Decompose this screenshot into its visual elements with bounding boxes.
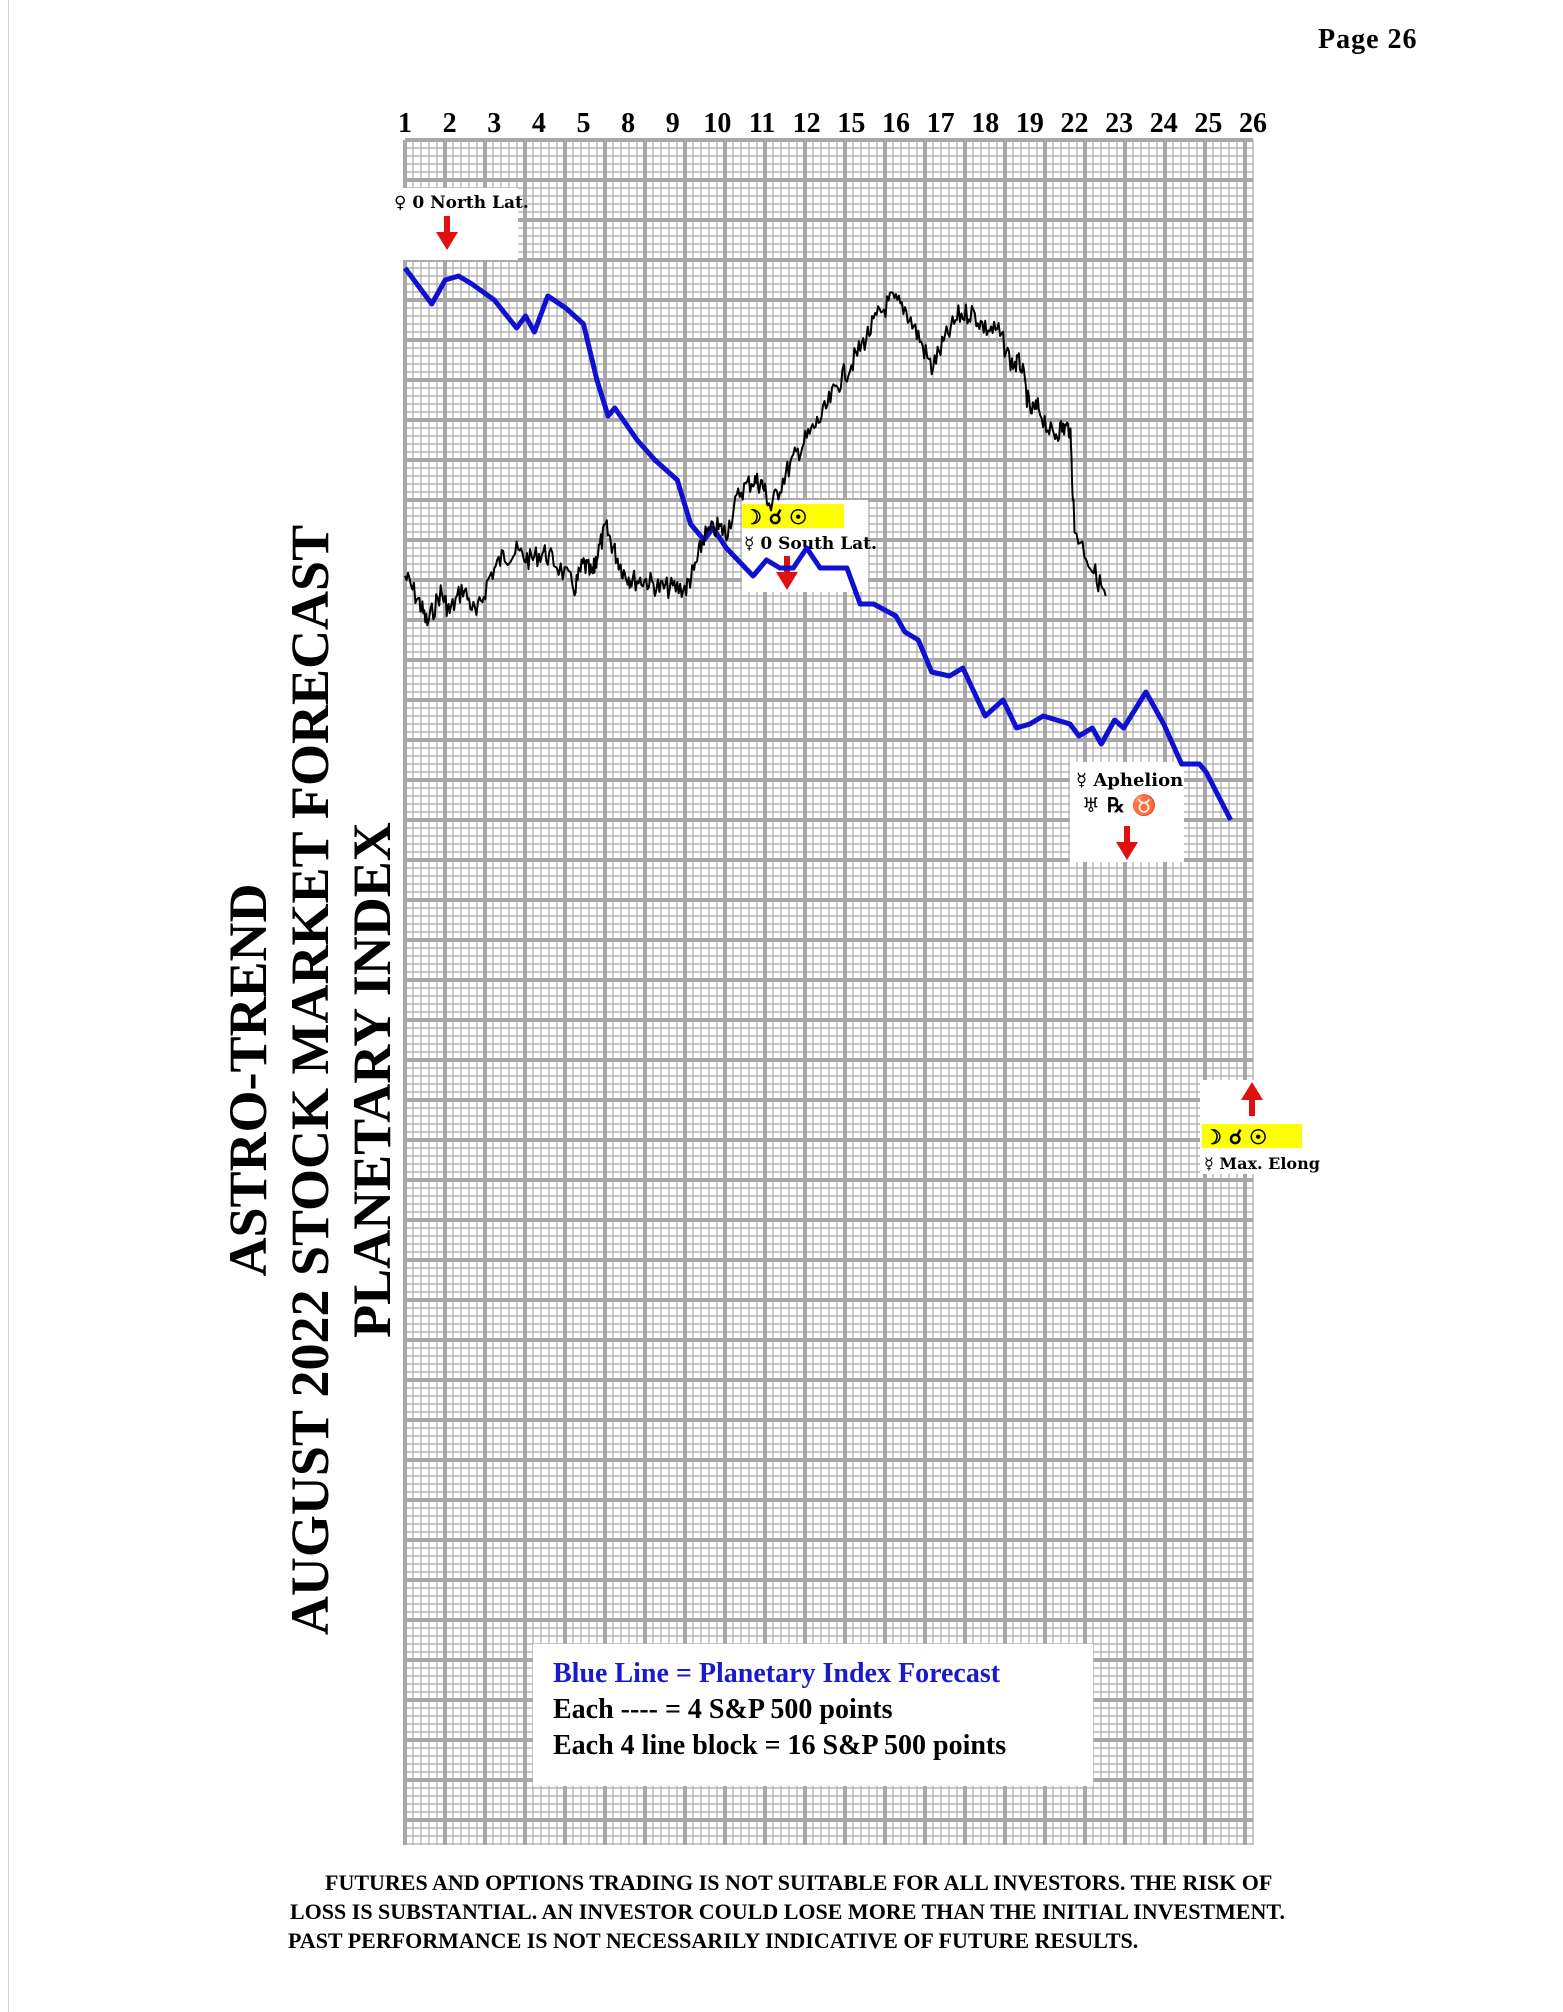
arrow-marker — [436, 216, 458, 250]
annotations: ♀ 0 North Lat. ☽ ☌ ☉ ☿ 0 South Lat. ☿ Aphel… — [392, 188, 1320, 1174]
x-tick-label: 2 — [443, 108, 457, 139]
legend-scale-block: Each 4 line block = 16 S&P 500 points — [553, 1730, 1007, 1761]
legend-forecast-label: Blue Line = Planetary Index Forecast — [553, 1658, 1001, 1689]
arrow-marker — [776, 556, 798, 590]
forecast-line — [402, 266, 1233, 822]
chart-series — [402, 266, 1233, 822]
disclaimer-line-2: LOSS IS SUBSTANTIAL. AN INVESTOR COULD L… — [290, 1899, 1285, 1924]
highlight-south-lat — [742, 504, 844, 528]
x-tick-label: 24 — [1150, 108, 1178, 139]
x-tick-label: 26 — [1239, 108, 1267, 139]
price-line — [404, 291, 1107, 627]
symbols-south-lat: ☽ ☌ ☉ — [744, 505, 807, 529]
note-south-lat: ☿ 0 South Lat. — [744, 534, 877, 554]
x-tick-label: 22 — [1060, 108, 1088, 139]
highlight-max-elong — [1202, 1124, 1302, 1148]
legend-scale-line: Each ---- = 4 S&P 500 points — [553, 1694, 893, 1725]
x-tick-label: 17 — [927, 108, 955, 139]
chart-legend: Blue Line = Planetary Index Forecast Eac… — [533, 1644, 1093, 1786]
x-tick-label: 18 — [971, 108, 999, 139]
arrow-marker — [1241, 1082, 1263, 1116]
x-tick-label: 5 — [577, 108, 591, 139]
x-tick-label: 10 — [703, 108, 731, 139]
note-max-elong: ☿ Max. Elong — [1204, 1154, 1320, 1173]
x-tick-label: 25 — [1194, 108, 1222, 139]
note-north-lat: ♀ 0 North Lat. — [394, 193, 529, 213]
x-tick-label: 19 — [1016, 108, 1044, 139]
note-aphelion: ☿ Aphelion — [1076, 770, 1183, 791]
x-tick-label: 12 — [793, 108, 821, 139]
note-box-north-lat — [392, 188, 518, 260]
x-tick-label: 8 — [621, 108, 635, 139]
x-tick-label: 11 — [749, 108, 775, 139]
chart-grid — [403, 138, 1254, 1845]
risk-disclaimer: FUTURES AND OPTIONS TRADING IS NOT SUITA… — [240, 1868, 1540, 1955]
x-tick-label: 9 — [666, 108, 680, 139]
arrow-marker — [1116, 826, 1138, 860]
x-tick-labels: 1 2 3 4 5 8 9 10 11 12 15 16 17 18 19 22 23 24 25 26 — [398, 108, 1267, 139]
disclaimer-line-3: PAST PERFORMANCE IS NOT NECESSARILY INDI… — [288, 1928, 1139, 1953]
page-number: Page 26 — [1318, 24, 1418, 55]
page-edge — [8, 0, 9, 2012]
x-tick-label: 1 — [398, 108, 412, 139]
symbols-max-elong: ☽ ☌ ☉ — [1204, 1125, 1267, 1149]
x-tick-label: 16 — [882, 108, 910, 139]
disclaimer-line-1: FUTURES AND OPTIONS TRADING IS NOT SUITA… — [325, 1870, 1273, 1895]
x-tick-label: 23 — [1105, 108, 1133, 139]
x-tick-label: 15 — [837, 108, 865, 139]
x-tick-label: 3 — [487, 108, 501, 139]
x-tick-label: 4 — [532, 108, 546, 139]
symbols-aphelion: ♅ ℞ ♉ — [1082, 793, 1157, 817]
